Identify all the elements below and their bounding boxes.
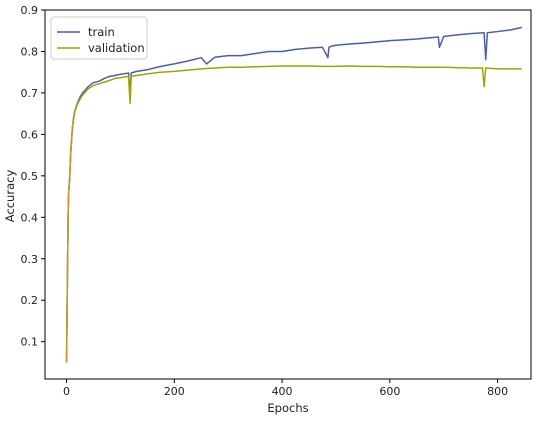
plot-frame bbox=[44, 9, 532, 380]
y-tick-label: 0.4 bbox=[21, 211, 39, 224]
y-tick-label: 0.2 bbox=[21, 294, 39, 307]
y-tick-label: 0.5 bbox=[21, 170, 39, 183]
x-axis-ticks: 0 200 400 600 800 bbox=[63, 379, 508, 398]
series-layer bbox=[65, 26, 523, 363]
legend-label-train: train bbox=[88, 25, 115, 39]
y-tick-label: 0.9 bbox=[21, 4, 39, 17]
x-tick-label: 200 bbox=[164, 385, 185, 398]
series-line-validation bbox=[65, 65, 522, 363]
legend: train validation bbox=[50, 16, 148, 60]
series-overlap-line bbox=[65, 121, 74, 363]
y-tick-label: 0.3 bbox=[21, 253, 39, 266]
x-axis-label: Epochs bbox=[267, 401, 308, 415]
y-axis-ticks: 0.1 0.2 0.3 0.4 0.5 0.6 0.7 0.8 0.9 bbox=[21, 4, 45, 349]
y-tick-label: 0.6 bbox=[21, 128, 39, 141]
y-tick-label: 0.7 bbox=[21, 87, 39, 100]
x-tick-label: 400 bbox=[272, 385, 293, 398]
x-tick-label: 600 bbox=[379, 385, 400, 398]
legend-label-validation: validation bbox=[88, 41, 145, 55]
y-tick-label: 0.8 bbox=[21, 45, 39, 58]
x-tick-label: 800 bbox=[487, 385, 508, 398]
y-axis-label: Accuracy bbox=[3, 170, 17, 223]
y-tick-label: 0.1 bbox=[21, 336, 39, 349]
x-tick-label: 0 bbox=[63, 385, 70, 398]
